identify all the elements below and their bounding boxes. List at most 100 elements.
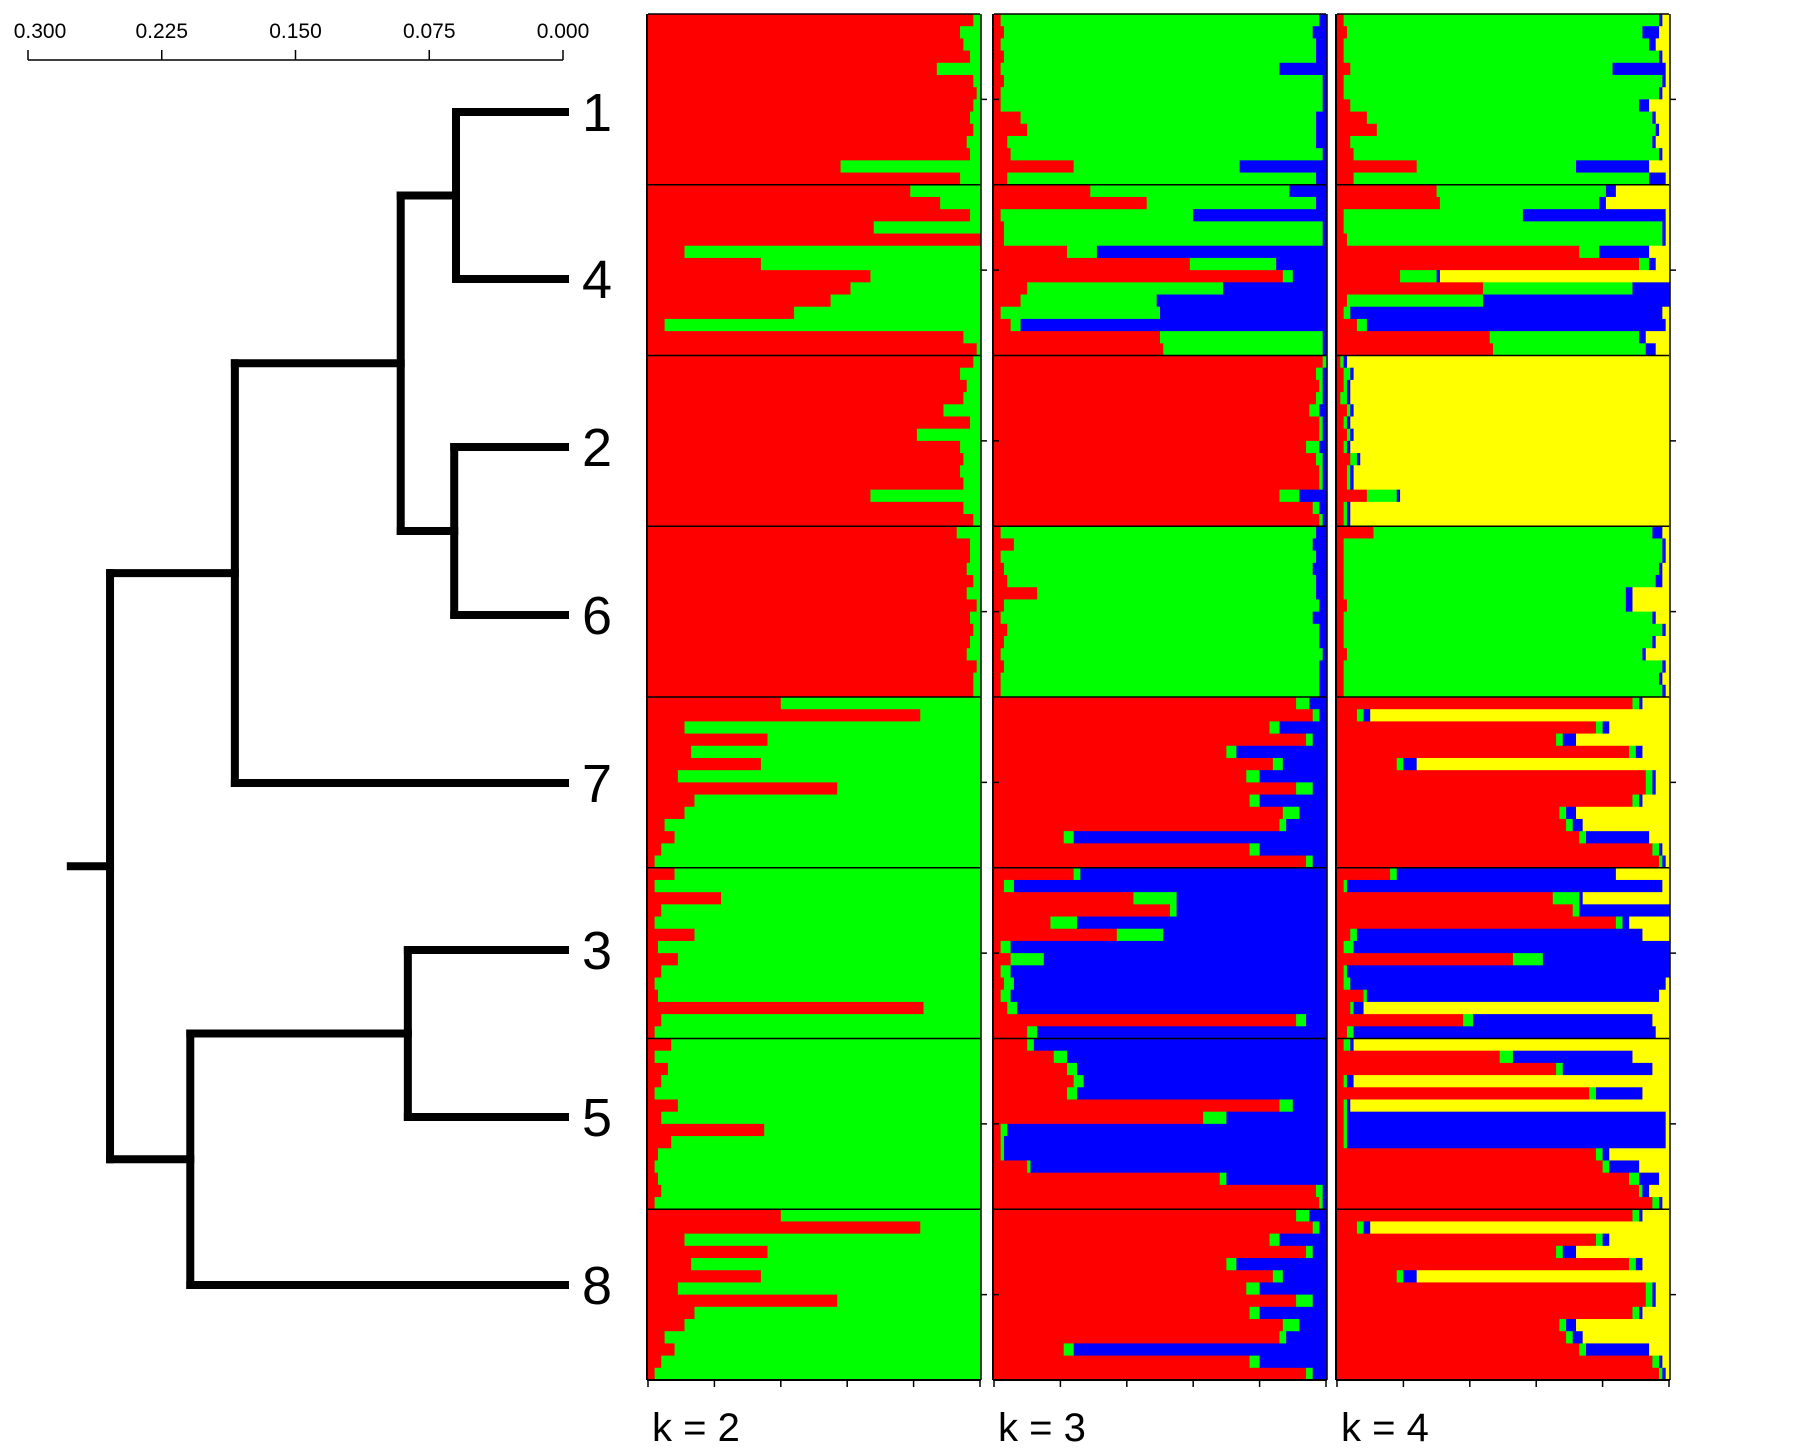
ancestry-segment [1350, 501, 1670, 515]
ancestry-segment [1259, 1306, 1327, 1320]
ancestry-segment [1542, 953, 1670, 966]
ancestry-segment [976, 87, 981, 100]
ancestry-segment [1665, 62, 1670, 76]
ancestry-segment [1562, 1062, 1653, 1076]
ancestry-segment [960, 172, 981, 186]
ancestry-segment [1436, 184, 1607, 198]
ancestry-segment [684, 1319, 981, 1332]
ancestry-segment [1343, 538, 1663, 552]
ancestry-segment [1322, 392, 1327, 405]
ancestry-segment [960, 440, 981, 454]
ancestry-segment [1350, 1001, 1354, 1015]
ancestry-segment [1259, 843, 1327, 856]
ancestry-segment [648, 1099, 679, 1113]
ancestry-segment [1282, 806, 1300, 820]
ancestry-segment [1337, 257, 1640, 271]
ancestry-segment [994, 1123, 1002, 1137]
ancestry-segment [1595, 1148, 1603, 1161]
ancestry-segment [780, 697, 981, 710]
ancestry-segment [1343, 684, 1663, 698]
ancestry-segment [674, 831, 981, 844]
ancestry-segment [1579, 245, 1600, 259]
ancestry-segment [1625, 599, 1633, 613]
ancestry-segment [721, 892, 981, 905]
ancestry-segment [1363, 709, 1371, 722]
ancestry-segment [648, 1258, 692, 1271]
ancestry-segment [1622, 916, 1630, 930]
ancestry-segment [1316, 367, 1324, 381]
ancestry-segment [1662, 879, 1670, 893]
ancestry-segment [1346, 599, 1627, 613]
ancestry-segment [994, 1062, 1068, 1076]
ancestry-segment [1665, 977, 1670, 991]
ancestry-segment [661, 1355, 981, 1369]
ancestry-segment [963, 331, 981, 344]
ancestry-segment [1319, 623, 1327, 637]
ancestry-segment [1033, 1038, 1327, 1052]
ancestry-segment [1316, 550, 1327, 564]
ancestry-segment [943, 404, 981, 417]
ancestry-segment [1649, 1343, 1670, 1357]
ancestry-segment [1559, 1319, 1567, 1332]
ancestry-segment [1337, 1062, 1557, 1076]
ancestry-segment [994, 1136, 1002, 1149]
ancestry-segment [1337, 855, 1660, 869]
ancestry-segment [1337, 209, 1345, 222]
ancestry-segment [1003, 977, 1015, 991]
ancestry-segment [1499, 1050, 1514, 1064]
ancestry-segment [994, 1026, 1028, 1039]
ancestry-segment [1259, 1282, 1327, 1296]
ancestry-segment [1337, 1001, 1351, 1015]
ancestry-segment [994, 1050, 1055, 1064]
ancestry-segment [970, 111, 981, 125]
ancestry-segment [1589, 1087, 1597, 1100]
ancestry-segment [1337, 867, 1391, 881]
ancestry-segment [1013, 879, 1327, 893]
ancestry-segment [1396, 867, 1617, 881]
ancestry-segment [1353, 1038, 1670, 1052]
leaf-label-8: 8 [582, 1256, 612, 1316]
ancestry-segment [963, 501, 981, 515]
ancestry-segment [994, 367, 1317, 381]
ancestry-segment [1343, 587, 1627, 600]
ancestry-segment [1363, 989, 1368, 1003]
ancestry-segment [1400, 489, 1670, 503]
ancestry-segment [1337, 160, 1418, 173]
ancestry-segment [1579, 892, 1584, 905]
ancestry-segment [648, 477, 964, 491]
ancestry-segment [1350, 977, 1667, 991]
ancestry-segment [1337, 379, 1345, 393]
ancestry-segment [1337, 38, 1345, 51]
ancestry-segment [973, 684, 981, 698]
ancestry-segment [648, 1319, 685, 1332]
ancestry-segment [994, 879, 1005, 893]
ancestry-segment [1337, 648, 1348, 661]
ancestry-segment [1649, 160, 1670, 173]
ancestry-segment [1176, 904, 1327, 917]
ancestry-segment [1572, 818, 1584, 832]
ancestry-segment [1642, 1184, 1650, 1198]
ancestry-segment [1146, 196, 1317, 210]
ancestry-segment [1003, 879, 1015, 893]
ancestry-segment [973, 14, 981, 27]
ancestry-segment [1400, 270, 1437, 283]
ancestry-segment [963, 453, 981, 466]
ancestry-segment [1343, 1099, 1348, 1113]
ancestry-segment [1343, 514, 1348, 527]
ancestry-segment [1366, 318, 1667, 332]
ancestry-segment [1343, 562, 1660, 576]
ancestry-segment [976, 660, 981, 674]
ancestry-segment [1586, 1343, 1650, 1357]
ancestry-segment [1067, 1062, 1078, 1076]
ancestry-segment [1645, 1282, 1653, 1296]
ancestry-segment [1662, 50, 1670, 64]
ancestry-segment [1665, 1367, 1670, 1381]
ancestry-segment [1337, 26, 1348, 39]
ancestry-segment [1665, 318, 1670, 332]
ancestry-segment [1337, 940, 1345, 954]
ancestry-segment [1337, 318, 1358, 332]
ancestry-segment [1649, 245, 1670, 259]
ancestry-segment [1337, 1197, 1653, 1210]
ancestry-segment [661, 1184, 981, 1198]
ancestry-segment [648, 721, 685, 734]
